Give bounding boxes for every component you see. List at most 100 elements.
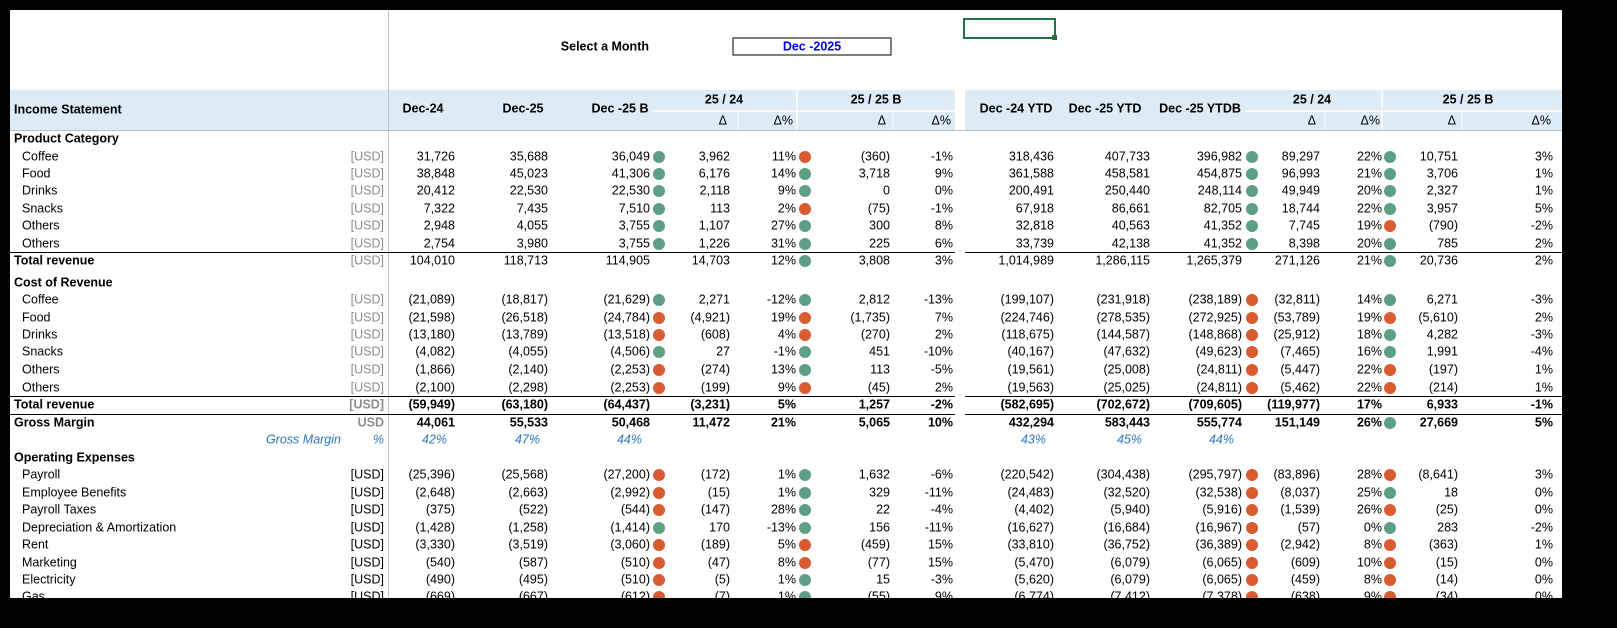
cell-value: 15% <box>928 555 953 569</box>
cell-value: -3% <box>931 572 953 586</box>
cell-value: (608) <box>701 327 730 341</box>
cell-value: 225 <box>869 236 890 250</box>
cell-value: 104,010 <box>410 253 455 267</box>
cell-value: (1,258) <box>508 520 548 534</box>
cell-value: 3% <box>1535 467 1553 481</box>
cell-value: -12% <box>767 292 796 306</box>
month-box[interactable] <box>732 37 892 56</box>
cell-value: (64,437) <box>603 397 650 411</box>
cell-value: 156 <box>869 520 890 534</box>
cell-value: 1,107 <box>699 218 730 232</box>
status-dot <box>1246 557 1258 569</box>
cell-value: (3,060) <box>610 537 650 551</box>
cell-value: 3,980 <box>517 236 548 250</box>
row-label: Snacks <box>22 344 63 358</box>
row-unit: [USD] <box>351 555 384 569</box>
cell-value: 2,812 <box>859 292 890 306</box>
status-dot <box>653 185 665 197</box>
cell-value: 41,352 <box>1204 236 1242 250</box>
cell-value: (790) <box>1429 218 1458 232</box>
status-dot <box>1384 591 1396 598</box>
cell-value: 7,435 <box>517 201 548 215</box>
cell-value: 1,632 <box>859 467 890 481</box>
cell-value: 2% <box>935 327 953 341</box>
status-dot <box>799 294 811 306</box>
status-dot <box>799 151 811 163</box>
cell-value: (2,298) <box>508 380 548 394</box>
status-dot <box>1384 346 1396 358</box>
cell-value: -1% <box>931 201 953 215</box>
cell-value: (272,925) <box>1188 310 1242 324</box>
sub-header: Δ% <box>1361 113 1380 127</box>
cell-value: 318,436 <box>1009 149 1054 163</box>
cell-value: 19% <box>771 310 796 324</box>
cell-value: (16,627) <box>1007 520 1054 534</box>
row-label: Rent <box>22 537 49 551</box>
cell-value: 8% <box>1364 537 1382 551</box>
status-dot <box>1384 417 1396 429</box>
cell-value: 151,149 <box>1275 415 1320 429</box>
cell-value: 9% <box>778 183 796 197</box>
cell-value: -2% <box>1531 520 1553 534</box>
cell-value: (702,672) <box>1096 397 1150 411</box>
status-dot <box>799 238 811 250</box>
cell-value: 5% <box>778 397 796 411</box>
sub-header: Δ <box>1448 113 1456 127</box>
cell-value: 2% <box>1535 253 1553 267</box>
status-dot <box>799 574 811 586</box>
group-header: 25 / 24 <box>705 92 743 106</box>
row-unit: [USD] <box>351 327 384 341</box>
sub-header: Δ% <box>774 113 793 127</box>
row-unit: [USD] <box>351 344 384 358</box>
cell-value: (510) <box>621 572 650 586</box>
cell-value: (2,100) <box>415 380 455 394</box>
cell-value: (7,378) <box>1202 589 1242 603</box>
cell-value: 40,563 <box>1112 218 1150 232</box>
cell-value: 10% <box>928 415 953 429</box>
cell-value: -2% <box>1531 218 1553 232</box>
status-dot <box>1384 382 1396 394</box>
status-dot <box>1384 504 1396 516</box>
cell-value: (16,967) <box>1195 520 1242 534</box>
status-dot <box>653 591 665 598</box>
month-value[interactable]: Dec -2025 <box>783 39 841 53</box>
cell-value: 22% <box>1357 201 1382 215</box>
row-label: Payroll <box>22 467 60 481</box>
status-dot <box>1384 220 1396 232</box>
cell-value: 2% <box>778 201 796 215</box>
cell-value: 1% <box>1535 166 1553 180</box>
cell-value: 89,297 <box>1282 149 1320 163</box>
cell-value: 67,918 <box>1016 201 1054 215</box>
cell-value: 18,744 <box>1282 201 1320 215</box>
cell-value: (3,231) <box>690 397 730 411</box>
cell-value: (45) <box>868 380 890 394</box>
cell-value: (582,695) <box>1000 397 1054 411</box>
cell-value: (27,200) <box>603 467 650 481</box>
cell-value: 10,751 <box>1420 149 1458 163</box>
cell-value: 0% <box>1535 502 1553 516</box>
cell-value: 9% <box>935 166 953 180</box>
cell-value: (24,784) <box>603 310 650 324</box>
cell-value: 36,049 <box>612 149 650 163</box>
cell-value: 3,957 <box>1427 201 1458 215</box>
row-unit: [USD] <box>351 520 384 534</box>
cell-value: 31,726 <box>417 149 455 163</box>
cell-value: (375) <box>426 502 455 516</box>
row-unit: [USD] <box>351 485 384 499</box>
cell-value: 13% <box>771 362 796 376</box>
status-dot <box>653 238 665 250</box>
cell-value: 9% <box>778 380 796 394</box>
cell-value: 451 <box>869 344 890 358</box>
cell-value: 4,282 <box>1427 327 1458 341</box>
status-dot <box>799 329 811 341</box>
cell-value: (47) <box>708 555 730 569</box>
cell-value: -3% <box>1531 292 1553 306</box>
cell-value: 583,443 <box>1105 415 1150 429</box>
cell-value: 41,352 <box>1204 218 1242 232</box>
cell-value: 785 <box>1437 236 1458 250</box>
status-dot <box>799 312 811 324</box>
status-dot <box>799 185 811 197</box>
cell-value: -4% <box>1531 344 1553 358</box>
cell-value: (6,774) <box>1014 589 1054 603</box>
cell-value: 2% <box>935 380 953 394</box>
